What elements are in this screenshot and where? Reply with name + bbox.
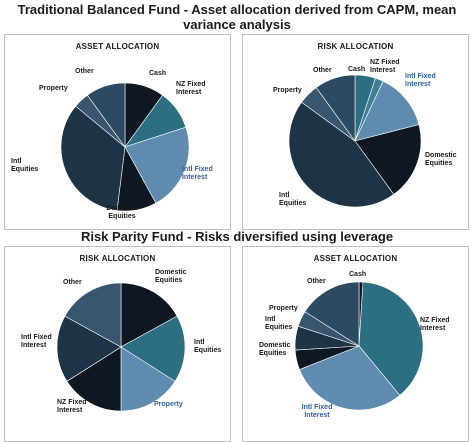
pie-slice-domestic-equities — [120, 282, 178, 348]
slice-label-property: Property — [154, 401, 183, 408]
slice-label-cash: Cash — [149, 70, 166, 77]
chart-title: ASSET ALLOCATION — [75, 42, 160, 51]
top-heading: Traditional Balanced Fund - Asset alloca… — [17, 2, 457, 32]
slice-label-nz-fixed-interest: NZ Fixed Interest — [370, 59, 400, 74]
pie-slice-other — [304, 281, 360, 347]
chart-title: RISK ALLOCATION — [317, 42, 394, 51]
pie-chart-4: Cash NZ Fixed Interest Intl Fixed Interest Do… — [259, 271, 450, 419]
slice-label-nz-fixed-interest: NZ Fixed Interest — [57, 399, 87, 414]
slice-label-intl-equities: Intl Equities — [265, 316, 292, 331]
pie-slice-intl-fixed-interest — [299, 345, 401, 411]
pie-slice-intl-fixed-interest — [354, 80, 420, 142]
slice-label-property: Property — [273, 87, 302, 94]
pie-chart-1: Cash NZ Fixed Interest Intl Fixed Interest Do… — [11, 68, 213, 220]
pie-slice-other — [64, 282, 122, 348]
slice-label-other: Other — [75, 68, 94, 75]
pie-slice-property — [120, 346, 176, 412]
pie-slice-domestic-equities — [354, 124, 422, 195]
chart-title: ASSET ALLOCATION — [313, 254, 398, 263]
slice-label-domestic-equities: Domestic Equities — [425, 152, 457, 167]
slice-label-other: Other — [63, 279, 82, 286]
pie-slice-nz-fixed-interest — [66, 346, 122, 412]
bottom-heading: Risk Parity Fund - Risks diversified usi… — [80, 229, 394, 244]
slice-label-property: Property — [269, 305, 298, 312]
slice-label-intl-fixed-interest: Intl Fixed Interest — [302, 404, 333, 419]
slice-label-intl-fixed-interest: Intl Fixed Interest — [182, 166, 213, 181]
slice-label-property: Property — [39, 85, 68, 92]
slice-label-intl-equities: Intl Equities — [194, 339, 221, 354]
chart-panel-1: ASSET ALLOCATION Cash NZ Fixed Interest Int… — [4, 34, 231, 230]
slice-label-intl-fixed-interest: Intl Fixed Interest — [21, 334, 52, 349]
slice-label-domestic-equities: Domestic Equities — [155, 269, 187, 284]
slice-label-intl-equities: Intl Equities — [11, 158, 38, 173]
chart-title: RISK ALLOCATION — [79, 254, 156, 263]
slice-label-other: Other — [307, 278, 326, 285]
slice-label-domestic-equities: Domestic Equities — [106, 205, 138, 220]
pie-slice-nz-fixed-interest — [358, 281, 424, 396]
pie-slice-intl-equities — [120, 315, 186, 382]
pie-slice-other — [315, 74, 356, 142]
slice-label-other: Other — [313, 67, 332, 74]
chart-panel-2: RISK ALLOCATION Cash NZ Fixed Interest Intl… — [242, 34, 469, 230]
slice-label-nz-fixed-interest: NZ Fixed Interest — [176, 81, 206, 96]
slice-label-nz-fixed-interest: NZ Fixed Interest — [420, 317, 450, 332]
pie-slice-intl-equities — [60, 105, 126, 211]
slice-label-intl-fixed-interest: Intl Fixed Interest — [405, 73, 436, 88]
slice-label-intl-equities: Intl Equities — [279, 192, 306, 207]
pie-slice-other — [86, 82, 126, 148]
pie-chart-3: Domestic Equities Intl Equities Property NZ F… — [21, 269, 221, 414]
slice-label-domestic-equities: Domestic Equities — [259, 342, 291, 357]
pie-chart-2: Cash NZ Fixed Interest Intl Fixed Interest Do… — [273, 59, 457, 208]
pie-slice-intl-fixed-interest — [56, 315, 122, 382]
slice-label-cash: Cash — [349, 271, 366, 278]
chart-panel-3: RISK ALLOCATION Domestic Equities Intl Equi… — [4, 246, 231, 442]
slice-label-cash: Cash — [348, 66, 365, 73]
pie-slice-intl-fixed-interest — [124, 126, 190, 204]
chart-panel-4: ASSET ALLOCATION Cash NZ Fixed Interest Int… — [242, 246, 469, 442]
pie-slice-intl-equities — [288, 101, 395, 208]
